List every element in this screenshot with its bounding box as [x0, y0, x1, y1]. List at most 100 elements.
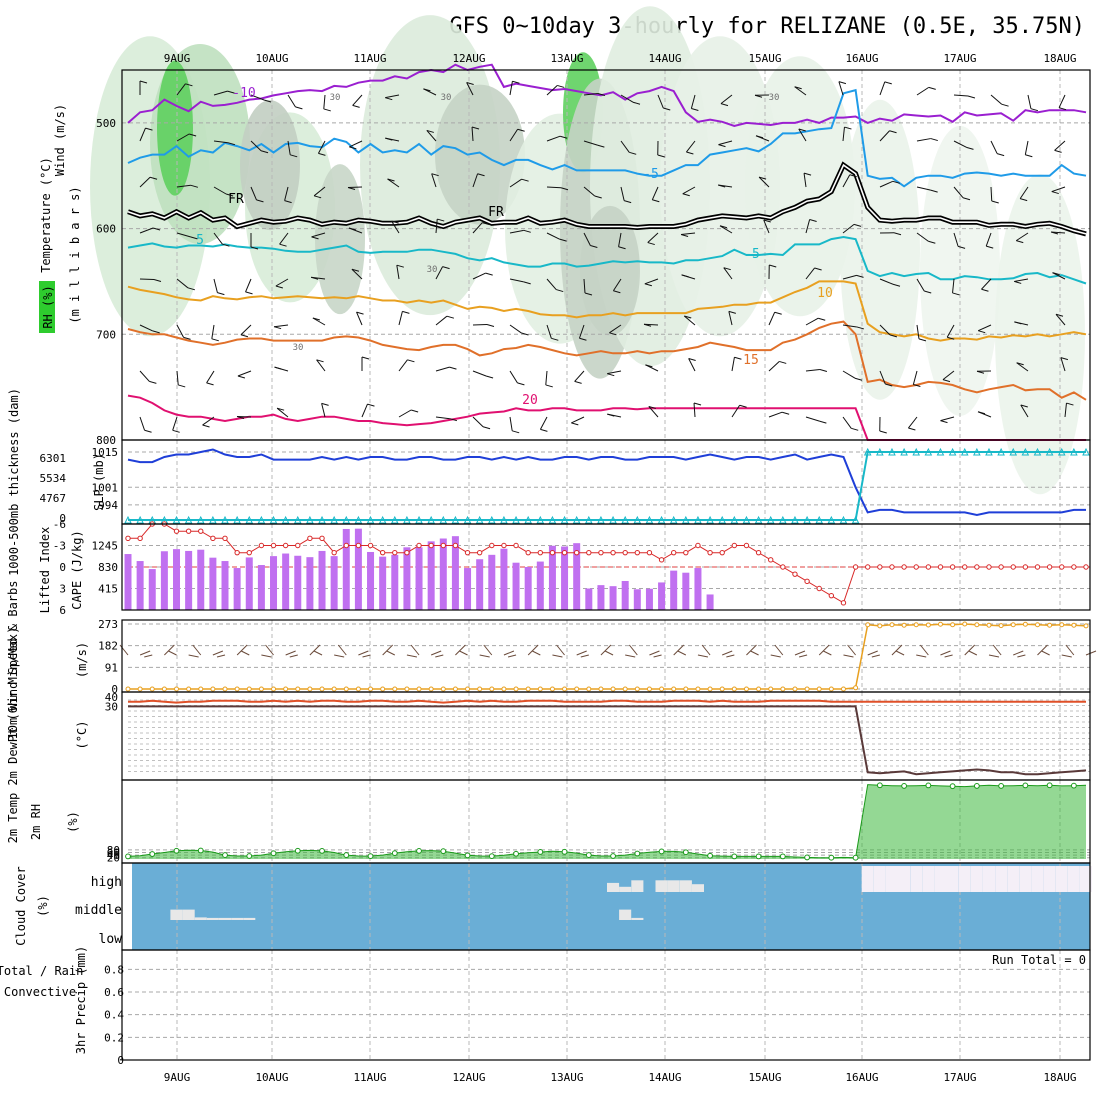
lifted-index-point-48	[707, 549, 713, 556]
wind-barb-flag-2-25	[1051, 191, 1059, 195]
thickness-marker-40	[609, 515, 617, 524]
wind-speed-point-21	[380, 686, 386, 692]
cape-bar-43	[645, 588, 653, 610]
wind-barb-shaft-3-14	[647, 232, 659, 243]
rh-point-24	[416, 848, 422, 854]
wind-barb-shaft-0-4	[287, 94, 296, 108]
wind-barb-flag-5-9	[486, 324, 495, 327]
upper-pressure-unit: (m i l l i b a r s)	[68, 186, 82, 323]
cloud-cell-high-45	[667, 880, 680, 892]
lifted-index-point-63	[889, 564, 895, 570]
wind-barb-flag-6-17	[779, 360, 787, 364]
wind-barb-shaft-7-19	[842, 416, 852, 429]
wind-barb-shaft-5-8	[435, 315, 448, 326]
surface-wind-barb-67	[940, 650, 951, 656]
rh-point-58	[828, 854, 835, 861]
wind-barb-flag-6-14	[645, 364, 653, 368]
wind-barb-flag-7-6	[367, 403, 375, 407]
rh-point-10	[246, 853, 253, 859]
wind-speed-point-48	[707, 686, 713, 692]
rh-point-32	[513, 850, 519, 857]
thickness-tick-label-1: 5534	[40, 472, 67, 485]
thickness-marker-75	[1033, 447, 1042, 456]
cloud-cell-high-64	[898, 866, 911, 892]
rh-contour-label-1: 30	[441, 93, 452, 103]
wind-speed-point-70	[974, 622, 980, 628]
surface-wind-barb-62	[871, 654, 880, 658]
thickness-marker-43	[645, 515, 654, 524]
wind-speed-point-31	[501, 686, 507, 692]
x-tick-label-bottom-2: 11AUG	[353, 1071, 386, 1084]
rh-point-16	[319, 848, 325, 854]
wind-barb-shaft-3-23	[985, 232, 992, 247]
rh-shade-region-4	[240, 100, 300, 231]
thickness-marker-58	[827, 515, 836, 524]
cloud-cell-high-44	[655, 880, 668, 892]
wind-speed-point-15	[307, 686, 313, 692]
wind-barb-flag-1-21	[930, 138, 938, 142]
cape-bar-26	[439, 538, 447, 610]
lifted-index-point-62	[877, 564, 883, 570]
surface-wind-barb-40	[604, 650, 614, 656]
cloud-cell-high-40	[607, 882, 620, 892]
wind-barb-shaft-0-7	[385, 94, 400, 99]
cloud-cell-high-41	[619, 886, 632, 892]
wind-barb-shaft-4-10	[509, 278, 524, 283]
wind-barb-flag-2-22	[962, 197, 971, 201]
x-tick-label-bottom-1: 10AUG	[255, 1071, 288, 1084]
wind-speed-point-63	[889, 622, 895, 628]
thickness-marker-23	[403, 515, 411, 524]
wind-barb-shaft-2-13	[620, 186, 625, 201]
wind-barb-flag-1-0	[145, 127, 153, 131]
wind-barb-flag-4-11	[556, 289, 564, 293]
rh-point-34	[537, 849, 544, 855]
wind-barb-shaft-0-2	[213, 90, 228, 96]
precip-tick-label-0: 0	[117, 1054, 124, 1067]
surface-wind-barb-42	[628, 644, 638, 656]
surface-wind-barb-1	[139, 650, 151, 656]
rh-point-72	[998, 783, 1005, 789]
isotherm-line-3	[127, 235, 1087, 285]
wind-barb-shaft-4-23	[981, 278, 992, 290]
wind-barb-flag-1-14	[657, 154, 665, 158]
wind-barb-flag-6-19	[854, 377, 863, 381]
thickness-marker-1	[136, 515, 144, 524]
lifted-index-point-52	[755, 549, 762, 556]
wind-barb-flag-3-11	[559, 238, 567, 242]
lifted-index-point-33	[525, 549, 531, 556]
wind-barb-flag-6-4	[274, 366, 282, 370]
wind-barb-flag-5-10	[521, 332, 529, 336]
lifted-index-point-74	[1022, 564, 1029, 570]
wind-barb-flag-0-18	[794, 86, 802, 90]
thickness-marker-48	[706, 515, 714, 524]
wind-barb-flag-0-7	[385, 97, 393, 101]
wind-barb-shaft-3-5	[311, 232, 326, 238]
lifted-index-axis-label: Lifted Index	[38, 527, 52, 614]
wind-barb-flag-1-13	[629, 151, 637, 155]
surface-wind-barb-55	[794, 650, 806, 656]
lifted-index-point-21	[379, 549, 386, 556]
wind-barb-flag-7-8	[449, 418, 458, 422]
wind-speed-point-74	[1022, 621, 1028, 627]
wind-barb-flag-4-20	[892, 283, 901, 287]
wind-barb-shaft-5-11	[546, 324, 552, 339]
thickness-marker-39	[597, 515, 605, 524]
wind-barb-shaft-6-8	[435, 366, 450, 372]
wind-barb-shaft-5-14	[643, 323, 659, 326]
wind-speed-point-66	[925, 622, 931, 628]
wind-barb-shaft-1-3	[250, 140, 262, 152]
pressure-tick-label-1: 600	[96, 223, 116, 236]
lifted-index-point-22	[392, 549, 398, 556]
thickness-marker-26	[439, 515, 448, 524]
wind-speed-point-8	[222, 686, 228, 692]
wind-barb-flag-3-6	[348, 227, 357, 231]
rh-point-66	[925, 782, 932, 789]
surface-wind-barb-46	[677, 650, 687, 656]
wind-speed-point-65	[913, 622, 919, 628]
wind-barb-shaft-1-1	[176, 133, 190, 142]
wind-speed-point-20	[368, 686, 374, 692]
wind-speed-point-30	[489, 686, 495, 692]
wind-speed-point-37	[574, 686, 580, 692]
wind-barb-shaft-4-3	[245, 278, 252, 293]
lifted-index-point-6	[198, 528, 204, 534]
